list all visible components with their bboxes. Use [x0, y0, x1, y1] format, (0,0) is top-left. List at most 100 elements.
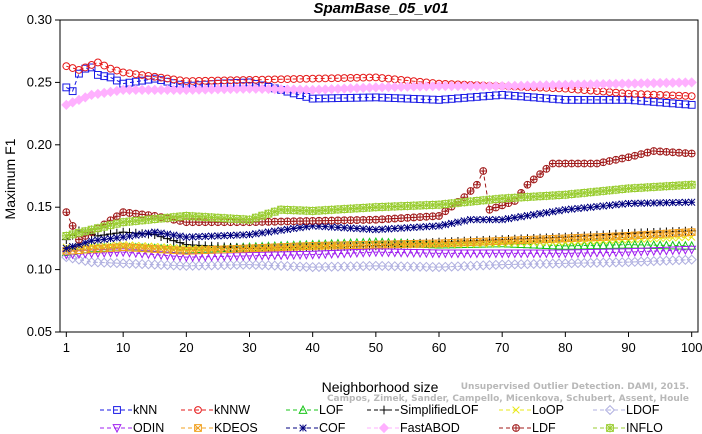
legend-marker — [194, 406, 202, 414]
data-point — [137, 215, 147, 225]
data-point — [264, 209, 273, 219]
data-point — [517, 212, 525, 221]
y-tick-label: 0.25 — [27, 74, 52, 89]
data-point — [656, 199, 664, 207]
data-point — [687, 198, 696, 206]
data-point — [80, 255, 91, 266]
data-point — [252, 230, 260, 238]
legend-label: KDEOS — [214, 421, 258, 434]
data-point — [132, 231, 140, 239]
data-point — [687, 228, 696, 237]
data-point — [75, 240, 83, 249]
data-point — [618, 154, 627, 163]
data-point — [378, 225, 386, 234]
legend-marker — [113, 406, 121, 414]
data-point — [87, 225, 96, 235]
data-point — [124, 248, 135, 258]
legend-label: LDF — [532, 421, 556, 434]
data-point — [617, 248, 627, 258]
data-point — [415, 249, 425, 259]
x-axis-label: Neighborhood size — [322, 379, 439, 395]
legend-item: kNNW — [181, 403, 250, 417]
data-point — [617, 184, 627, 194]
data-point — [353, 224, 361, 233]
data-point — [460, 217, 469, 225]
data-point — [428, 239, 438, 249]
data-point — [599, 202, 608, 210]
data-point — [93, 223, 103, 233]
data-point — [541, 249, 552, 259]
data-point — [586, 187, 596, 197]
data-point — [315, 216, 323, 225]
data-point — [68, 242, 77, 251]
data-point — [61, 252, 72, 263]
data-point — [365, 225, 374, 234]
data-point — [617, 239, 627, 249]
data-point — [68, 229, 78, 239]
series-kNNW — [62, 58, 696, 101]
series-COF — [62, 198, 696, 253]
data-point — [365, 215, 374, 224]
data-point — [150, 228, 159, 236]
data-point — [277, 217, 285, 226]
data-point — [68, 87, 77, 96]
data-point — [270, 207, 280, 217]
data-point — [251, 213, 261, 223]
data-point — [479, 167, 488, 175]
data-point — [604, 248, 615, 258]
data-point — [125, 232, 134, 240]
legend-item: LDF — [499, 421, 556, 434]
data-point — [579, 240, 589, 250]
data-point — [497, 249, 507, 259]
data-point — [257, 251, 267, 261]
data-point — [150, 214, 160, 224]
data-point — [239, 231, 247, 239]
data-point — [416, 223, 424, 231]
series-LDOF — [61, 252, 697, 273]
series-line — [66, 256, 692, 268]
data-point — [157, 229, 165, 237]
data-point — [87, 237, 96, 245]
data-point — [320, 250, 330, 260]
data-point — [523, 211, 532, 220]
data-point — [459, 249, 469, 259]
data-point — [650, 199, 658, 207]
data-point — [624, 199, 633, 208]
data-point — [409, 248, 419, 258]
data-point — [352, 216, 361, 224]
data-point — [511, 239, 519, 247]
data-point — [485, 195, 494, 205]
data-point — [504, 214, 513, 223]
data-point — [529, 175, 538, 184]
data-point — [428, 212, 437, 221]
data-point — [263, 251, 274, 261]
data-point — [529, 249, 539, 259]
legend-label: COF — [319, 421, 346, 434]
data-point — [466, 197, 475, 206]
data-point — [397, 214, 406, 222]
data-point — [668, 148, 677, 157]
data-point — [516, 249, 526, 259]
data-point — [289, 251, 299, 261]
data-point — [245, 230, 254, 239]
data-point — [371, 215, 380, 224]
credit-line-partial: Unsupervised Outlier Detection. DAMI, 20… — [461, 382, 689, 392]
data-point — [585, 240, 596, 250]
data-point — [283, 225, 292, 234]
data-point — [270, 251, 280, 261]
data-point — [264, 217, 273, 226]
data-point — [434, 200, 444, 210]
data-point — [106, 234, 115, 243]
legend-label: SimplifiedLOF — [400, 403, 479, 417]
data-point — [169, 231, 178, 239]
data-point — [397, 224, 405, 232]
legend-marker — [378, 422, 390, 434]
data-point — [296, 223, 304, 232]
x-tick-label: 40 — [305, 340, 319, 355]
data-point — [314, 250, 324, 260]
data-point — [99, 248, 109, 258]
series-LDF — [62, 147, 696, 244]
data-point — [339, 249, 349, 259]
legend-item: LoOP — [499, 403, 564, 417]
legend-label: kNN — [133, 403, 157, 417]
